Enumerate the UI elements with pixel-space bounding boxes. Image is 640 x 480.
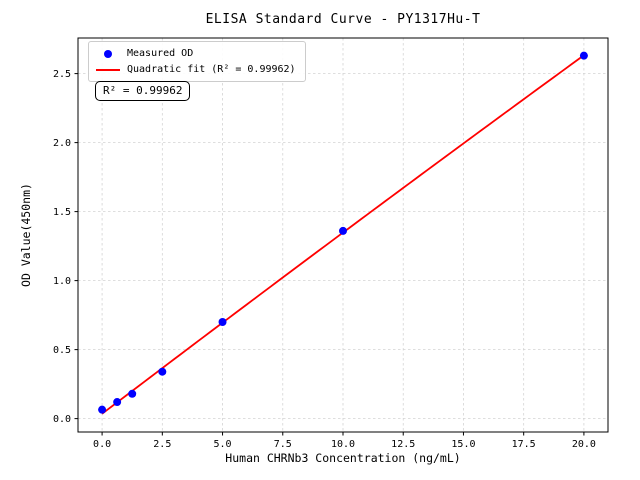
y-tick-label: 2.0	[53, 138, 71, 149]
data-point	[128, 389, 137, 398]
y-tick-label: 2.5	[53, 69, 71, 80]
x-tick-label: 17.5	[512, 439, 536, 450]
fit-line-icon	[96, 68, 120, 71]
y-tick-label: 1.0	[53, 276, 71, 287]
data-point	[98, 405, 107, 414]
x-tick-label: 7.5	[274, 439, 292, 450]
data-point	[113, 398, 122, 407]
data-point	[158, 367, 167, 376]
x-tick-label: 15.0	[451, 439, 475, 450]
x-axis-label: Human CHRNb3 Concentration (ng/mL)	[225, 451, 461, 465]
y-tick-label: 0.0	[53, 414, 71, 425]
x-tick-label: 2.5	[153, 439, 171, 450]
x-tick-label: 20.0	[572, 439, 596, 450]
legend-entry-quadratic-fit: Quadratic fit (R² = 0.99962)	[96, 62, 296, 77]
x-tick-label: 12.5	[391, 439, 415, 450]
x-tick-label: 5.0	[214, 439, 232, 450]
y-axis-label: OD Value(450nm)	[19, 183, 33, 287]
data-point	[579, 51, 588, 60]
scatter-dot-icon	[104, 49, 112, 58]
r-squared-annotation: R² = 0.99962	[95, 81, 191, 101]
y-tick-label: 1.5	[53, 207, 71, 218]
legend-marker-area	[96, 49, 120, 58]
legend-label-quadratic-fit: Quadratic fit (R² = 0.99962)	[127, 64, 296, 75]
legend-label-measured-od: Measured OD	[127, 48, 194, 59]
legend-entry-measured-od: Measured OD	[96, 46, 296, 61]
data-point	[339, 226, 347, 235]
x-tick-label: 10.0	[331, 439, 355, 450]
legend-box: Measured OD Quadratic fit (R² = 0.99962)	[88, 41, 306, 82]
chart-title: ELISA Standard Curve - PY1317Hu-T	[205, 12, 481, 27]
y-tick-label: 0.5	[53, 345, 71, 356]
legend-marker-area	[96, 68, 120, 71]
x-tick-label: 0.0	[93, 439, 111, 450]
data-point	[218, 318, 227, 327]
